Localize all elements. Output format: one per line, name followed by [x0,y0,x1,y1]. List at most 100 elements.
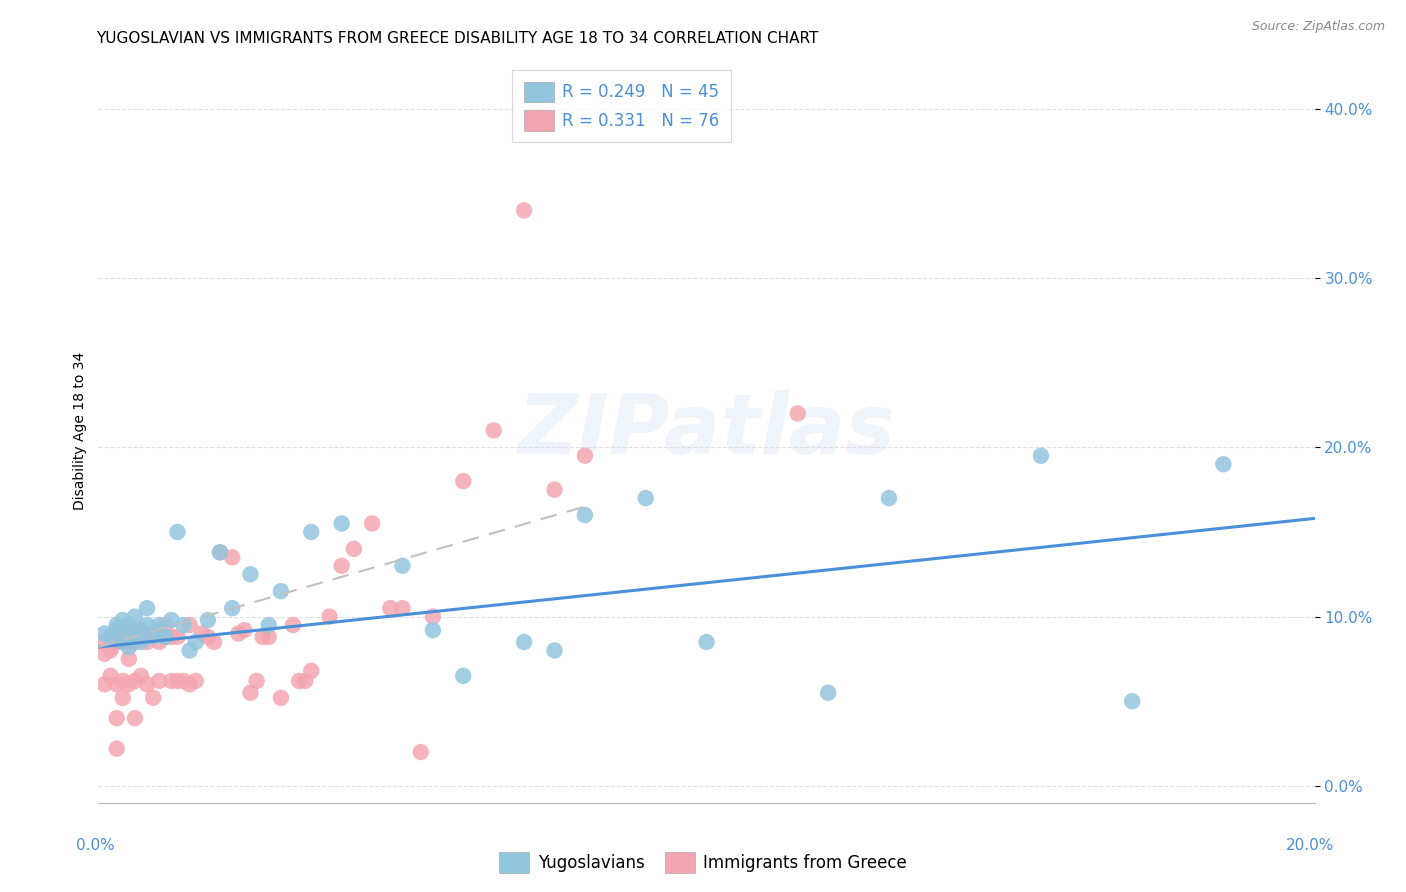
Point [160,673,183,688]
Text: 20.0%: 20.0% [1286,838,1334,853]
Point [330,516,353,531]
Point [239,567,262,582]
Point [142,626,165,640]
Point [100,630,122,644]
Point [118,623,141,637]
Point [118,640,141,654]
Point [197,613,219,627]
Point [184,635,207,649]
Point [1212,457,1234,471]
Point [179,618,201,632]
Point [142,630,165,644]
Text: Source: ZipAtlas.com: Source: ZipAtlas.com [1251,20,1385,33]
Point [105,635,128,649]
Point [111,635,134,649]
Point [124,635,146,649]
Point [160,613,183,627]
Point [124,609,146,624]
Point [111,613,134,627]
Point [111,690,134,705]
Point [124,626,146,640]
Point [233,623,256,637]
Point [148,673,170,688]
Point [173,673,195,688]
Point [294,673,316,688]
Point [318,609,340,624]
Point [453,669,475,683]
Point [111,635,134,649]
Point [202,635,225,649]
Point [155,618,177,632]
Point [142,690,165,705]
Point [179,643,201,657]
Point [118,652,141,666]
Point [111,630,134,644]
Point [817,686,839,700]
Point [173,618,195,632]
Point [129,635,152,649]
Point [574,449,596,463]
Point [245,673,267,688]
Point [226,626,249,640]
Point [93,677,115,691]
Point [543,483,565,497]
Point [252,630,274,644]
Point [574,508,596,522]
Point [786,407,808,421]
Text: ZIPatlas: ZIPatlas [517,390,896,471]
Point [118,635,141,649]
Point [257,618,280,632]
Point [118,630,141,644]
Point [136,601,159,615]
Point [221,550,243,565]
Point [257,630,280,644]
Point [93,626,115,640]
Point [270,690,292,705]
Point [330,558,353,573]
Point [100,630,122,644]
Point [129,623,152,637]
Point [136,618,159,632]
Point [543,643,565,657]
Point [179,677,201,691]
Point [136,635,159,649]
Point [239,686,262,700]
Point [513,635,536,649]
Point [270,584,292,599]
Point [105,626,128,640]
Point [136,677,159,691]
Point [409,745,432,759]
Point [148,623,170,637]
Point [136,630,159,644]
Text: 0.0%: 0.0% [76,838,115,853]
Point [118,677,141,691]
Point [129,630,152,644]
Point [93,635,115,649]
Legend: R = 0.249   N = 45, R = 0.331   N = 76: R = 0.249 N = 45, R = 0.331 N = 76 [512,70,731,143]
Point [877,491,900,505]
Point [422,623,444,637]
Point [124,626,146,640]
Point [422,609,444,624]
Point [197,630,219,644]
Point [105,618,128,632]
Point [155,630,177,644]
Point [209,545,232,559]
Point [124,673,146,688]
Point [166,673,188,688]
Point [1029,449,1052,463]
Point [513,203,536,218]
Point [100,643,122,657]
Point [129,623,152,637]
Point [124,711,146,725]
Point [148,626,170,640]
Y-axis label: Disability Age 18 to 34: Disability Age 18 to 34 [73,351,87,509]
Point [105,623,128,637]
Point [1121,694,1143,708]
Point [391,558,413,573]
Point [380,601,402,615]
Point [288,673,311,688]
Point [221,601,243,615]
Point [155,630,177,644]
Point [100,640,122,654]
